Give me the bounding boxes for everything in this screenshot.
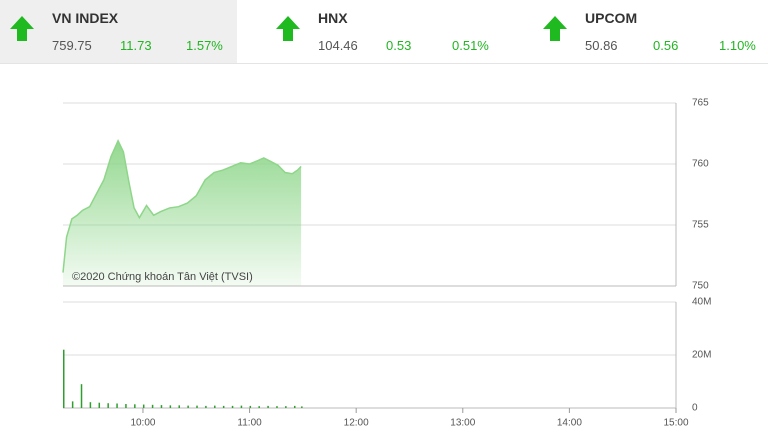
index-value: 50.86 — [585, 38, 618, 53]
up-arrow — [543, 16, 567, 41]
volume-bar — [107, 403, 109, 408]
volume-bar — [160, 405, 163, 408]
index-cell[interactable]: UPCOM 50.86 0.56 1.10% — [533, 0, 768, 63]
volume-bar — [151, 404, 154, 408]
volume-bar — [116, 403, 118, 408]
index-value: 759.75 — [52, 38, 92, 53]
volume-bar — [267, 405, 269, 408]
index-value: 104.46 — [318, 38, 358, 53]
x-tick-label: 12:00 — [344, 418, 369, 429]
volume-bar — [71, 401, 74, 408]
index-percent: 1.10% — [719, 38, 756, 53]
index-percent: 1.57% — [186, 38, 223, 53]
y-tick-label: 760 — [692, 159, 709, 170]
area-fill — [63, 140, 302, 286]
y-tick-label: 755 — [692, 220, 709, 231]
up-arrow — [276, 16, 300, 41]
x-tick-label: 13:00 — [450, 418, 475, 429]
volume-bar — [89, 402, 92, 408]
volume-bar — [98, 402, 101, 408]
index-name: VN INDEX — [52, 10, 119, 26]
volume-bar — [178, 405, 180, 408]
x-tick-label: 15:00 — [663, 418, 688, 429]
volume-bar — [187, 405, 189, 408]
volume-bar — [258, 406, 260, 408]
y-tick-label: 20M — [692, 350, 711, 361]
index-name: UPCOM — [585, 10, 638, 26]
volume-bar — [125, 404, 127, 408]
index-change: 0.53 — [386, 38, 412, 53]
y-tick-label: 40M — [692, 297, 711, 308]
y-tick-label: 750 — [692, 281, 709, 292]
x-tick-label: 14:00 — [557, 418, 582, 429]
volume-bar — [301, 406, 303, 408]
volume-bar — [214, 405, 216, 408]
volume-bar — [285, 406, 287, 408]
volume-bar — [222, 405, 225, 408]
index-percent: 0.51% — [452, 38, 489, 53]
volume-bar — [196, 405, 198, 408]
x-tick-label: 10:00 — [130, 418, 155, 429]
volume-bar — [240, 405, 243, 408]
y-tick-label: 765 — [692, 98, 709, 109]
index-change: 11.73 — [120, 38, 152, 53]
price-line — [62, 139, 302, 273]
volume-bar — [134, 404, 136, 408]
index-change: 0.56 — [653, 38, 679, 53]
volume-bar — [231, 405, 234, 408]
volume-bar — [293, 405, 296, 408]
index-cell[interactable]: HNX 104.46 0.53 0.51% — [266, 0, 503, 63]
volume-bar — [249, 405, 252, 408]
index-cell[interactable]: VN INDEX 759.75 11.73 1.57% — [0, 0, 237, 63]
volume-bar — [169, 405, 172, 408]
watermark: ©2020 Chứng khoán Tân Việt (TVSI) — [72, 271, 253, 283]
x-tick-label: 11:00 — [237, 418, 262, 429]
index-header: VN INDEX 759.75 11.73 1.57% HNX 104.46 0… — [0, 0, 768, 64]
up-arrow — [10, 16, 34, 41]
volume-bar — [142, 404, 145, 408]
volume-bar — [80, 384, 83, 408]
volume-bar — [276, 406, 278, 408]
volume-bar — [205, 405, 207, 408]
index-name: HNX — [318, 10, 348, 26]
y-tick-label: 0 — [692, 403, 698, 414]
volume-bar — [63, 349, 65, 408]
